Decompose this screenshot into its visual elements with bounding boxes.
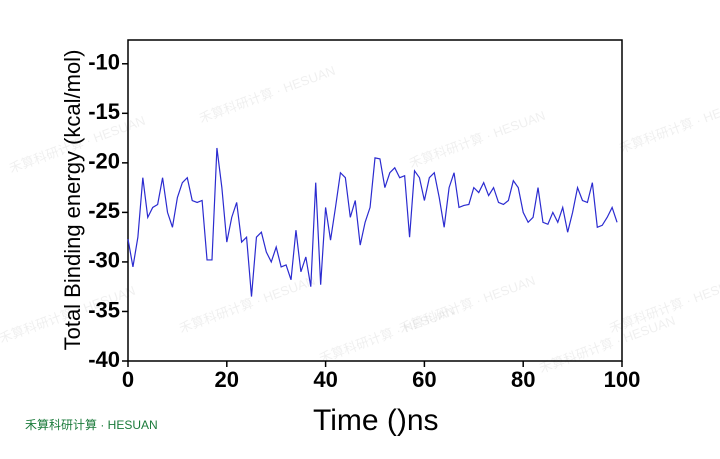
x-tick-label: 80 <box>511 367 535 392</box>
x-tick-label: 40 <box>313 367 337 392</box>
x-tick-label: 20 <box>215 367 239 392</box>
plot-frame <box>127 39 623 362</box>
data-line <box>127 147 618 297</box>
logo-text: 禾算科研计算 · HESUAN <box>25 417 158 432</box>
y-tick-label: -20 <box>88 149 120 174</box>
y-tick-label: -10 <box>88 50 120 75</box>
x-tick-label: 100 <box>604 367 641 392</box>
x-tick-label: 0 <box>122 367 134 392</box>
y-tick-label: -25 <box>88 198 120 223</box>
y-axis-label: Total Binding energy (kcal/mol) <box>60 50 85 351</box>
x-tick-label: 60 <box>412 367 436 392</box>
y-tick-label: -15 <box>88 99 120 124</box>
y-tick-label: -30 <box>88 248 120 273</box>
y-tick-label: -35 <box>88 297 120 322</box>
x-axis-label: Time ()ns <box>313 404 439 437</box>
y-tick-label: -40 <box>88 347 120 372</box>
